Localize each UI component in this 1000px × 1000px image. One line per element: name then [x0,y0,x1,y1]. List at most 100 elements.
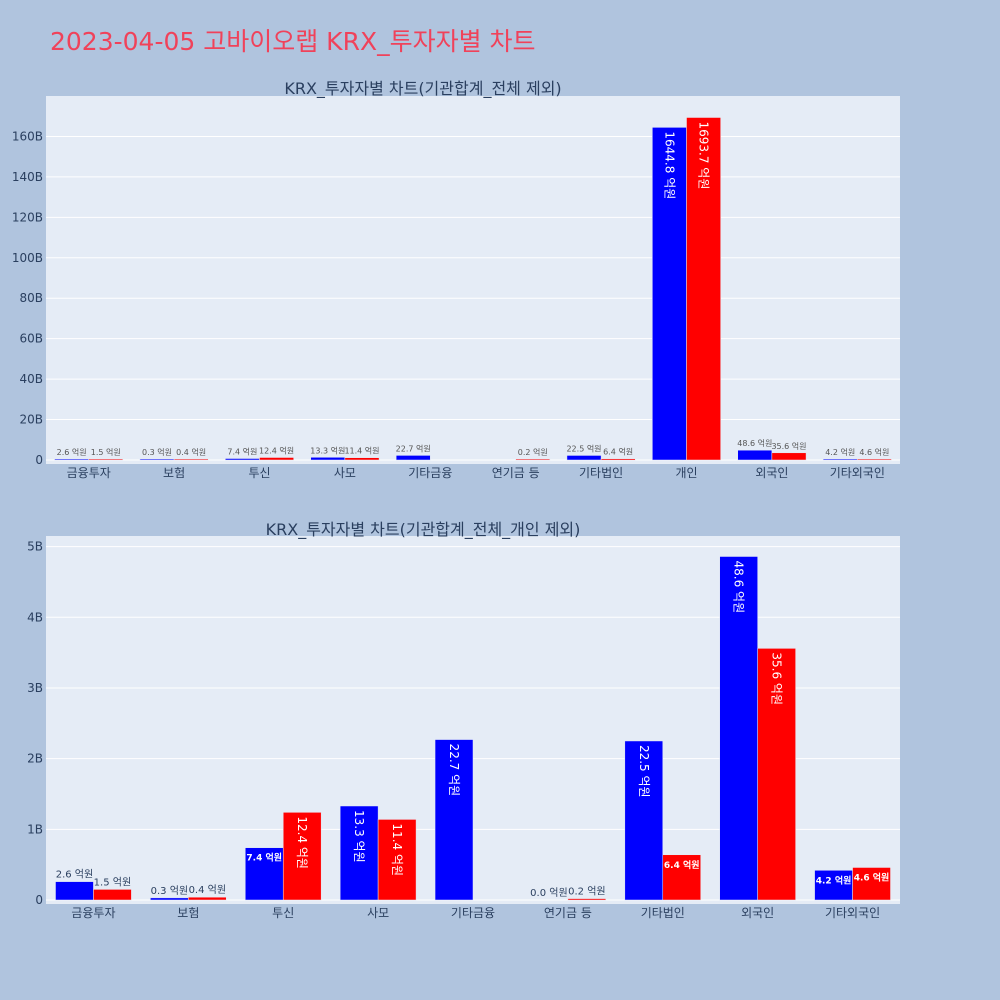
x-tick-label: 보험 [177,906,199,920]
y-tick-label: 0 [35,453,43,467]
plot-area [46,96,900,464]
bar [652,127,687,461]
bar-label: 0.4 억원 [189,884,226,896]
bar-label: 1.5 억원 [91,447,121,457]
y-tick-label: 3B [27,681,43,695]
chart-without-individual: KRX_투자자별 차트(기관합계_전체_개인 제외) 0 1B 2B 3B 4B 5B 2.6… [27,520,900,920]
x-tick-label: 금융투자 [67,466,111,480]
bar [245,847,284,901]
bar-label: 22.7 억원 [447,744,461,797]
bar [88,458,124,461]
bar-label: 48.6 억원 [737,438,772,448]
bar-label: 1.5 억원 [94,876,131,888]
bar [515,458,551,461]
chart-title: KRX_투자자별 차트(기관합계_전체 제외) [284,79,561,99]
bar [600,458,636,461]
y-tick-label: 20B [19,413,43,427]
bar [139,458,175,461]
y-tick-label: 120B [12,210,43,224]
bar [624,740,664,901]
x-tick-label: 투신 [248,466,270,480]
bar-label: 0.2 억원 [518,447,548,457]
chart-without-institution-total: KRX_투자자별 차트(기관합계_전체 제외) 0 20B 40B 60B 80B 100B… [12,79,900,480]
bar-label: 0.3 억원 [142,447,172,457]
y-tick-label: 4B [27,610,43,624]
bar-label: 11.4 억원 [390,823,404,876]
y-tick-label: 40B [19,372,43,386]
bar [188,896,227,901]
y-tick-label: 5B [27,540,43,554]
bar-label: 11.4 억원 [344,446,379,456]
y-tick-label: 160B [12,129,43,143]
bar [173,458,209,461]
bar [54,458,89,461]
bar [686,117,721,461]
x-tick-label: 기타외국인 [830,466,885,480]
bar-label: 13.3 억원 [310,445,345,455]
bar-label: 0.4 억원 [176,447,206,457]
bar-label: 6.4 억원 [664,859,700,871]
bar-label: 22.7 억원 [396,443,431,453]
bar-label: 7.4 억원 [246,852,282,864]
bar-label: 35.6 억원 [771,441,806,451]
x-tick-label: 사모 [334,466,356,480]
bar-label: 48.6 억원 [732,560,746,613]
bar-label: 4.2 억원 [816,874,852,886]
bar-label: 0.0 억원 [530,887,567,899]
bar-label: 22.5 억원 [566,443,601,453]
bar [310,457,346,461]
chart-title: KRX_투자자별 차트(기관합계_전체_개인 제외) [266,520,581,540]
y-tick-label: 80B [19,291,43,305]
bar [434,739,474,901]
bar [822,458,858,461]
bar [377,819,417,901]
bar-label: 13.3 억원 [352,810,366,863]
bar-label: 2.6 억원 [56,869,93,881]
bar [814,870,853,901]
bar-label: 12.4 억원 [295,816,309,869]
bar-label: 1644.8 억원 [662,131,676,199]
x-tick-label: 기타법인 [579,466,623,480]
bar [259,457,294,461]
bar [757,648,796,901]
x-tick-label: 금융투자 [71,906,115,920]
x-tick-label: 기타금융 [451,906,495,920]
x-tick-label: 투신 [272,906,294,920]
x-tick-label: 기타금융 [408,466,452,480]
x-tick-label: 외국인 [741,906,774,920]
bar [55,881,94,901]
bar [339,805,379,901]
y-tick-label: 1B [27,822,43,836]
x-tick-label: 기타법인 [641,906,685,920]
bar-label: 0.2 억원 [568,886,605,898]
bar-label: 7.4 억원 [227,447,257,457]
x-tick-label: 사모 [367,906,389,920]
bar-label: 4.2 억원 [825,447,855,457]
bar-label: 22.5 억원 [637,745,651,798]
x-tick-label: 외국인 [755,466,788,480]
bar [93,889,132,901]
x-tick-label: 연기금 등 [544,906,592,920]
x-tick-label: 기타외국인 [825,906,880,920]
bar [566,455,602,461]
bar [662,854,701,901]
bar-label: 4.6 억원 [859,447,889,457]
y-tick-label: 60B [19,332,43,346]
page-title: 2023-04-05 고바이오랩 KRX_투자자별 차트 [50,27,536,56]
bar [344,457,380,461]
bar-label: 6.4 억원 [603,447,633,457]
bar [857,458,892,461]
bar [567,898,607,901]
bar [719,556,758,901]
bar-label: 0.3 억원 [151,885,188,897]
x-tick-label: 개인 [675,466,697,480]
y-tick-label: 140B [12,170,43,184]
bar [282,812,322,901]
y-tick-label: 2B [27,752,43,766]
bar [852,867,891,901]
y-tick-label: 100B [12,251,43,265]
bar-label: 2.6 억원 [57,447,87,457]
x-tick-label: 보험 [163,466,185,480]
bar [771,452,807,461]
